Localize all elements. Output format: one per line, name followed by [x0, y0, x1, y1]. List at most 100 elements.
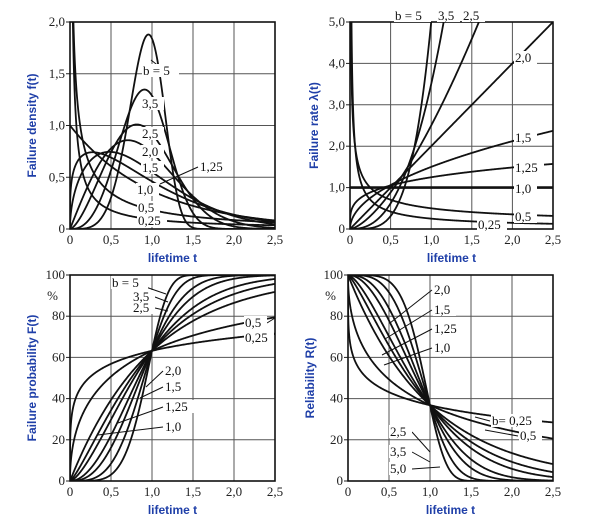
label-background: [132, 290, 155, 303]
y-tick-label: 40: [52, 391, 65, 406]
y-tick-label: 100: [46, 267, 66, 282]
label-background: [389, 445, 412, 458]
y-tick-label: 80: [52, 308, 65, 323]
x-tick-label: 0,5: [103, 232, 119, 247]
y-tick-label: 0: [339, 221, 346, 236]
x-tick-label: 0,5: [382, 232, 398, 247]
y-tick-label: 20: [52, 432, 65, 447]
label-leader-line: [154, 296, 169, 303]
x-tick-label: 1,5: [464, 232, 480, 247]
label-background: [141, 97, 164, 110]
curve-label: 0,5: [245, 315, 261, 330]
label-background: [136, 183, 159, 196]
curve-label: 0,5: [138, 200, 154, 215]
curve-label: b = 5: [143, 63, 170, 78]
x-axis-label: lifetime t: [427, 251, 476, 265]
x-tick-label: 2,5: [267, 232, 283, 247]
curve-label: 0,25: [245, 330, 268, 345]
curve-b-3_5: [70, 275, 275, 481]
x-tick-label: 1,5: [185, 484, 201, 499]
y-tick-label: 0: [337, 473, 344, 488]
x-axis-label: lifetime t: [148, 251, 197, 265]
x-tick-label: 1,0: [423, 232, 439, 247]
curve-label: 2,0: [515, 50, 531, 65]
y-tick-label: 1,0: [329, 180, 345, 195]
curve-label: 2,5: [463, 8, 479, 23]
curve-b-1_5: [350, 129, 553, 229]
x-tick-label: 2,0: [504, 484, 520, 499]
curve-b-5: [348, 275, 553, 481]
label-background: [137, 201, 160, 214]
y-tick-label: 60: [52, 349, 65, 364]
curve-label: 1,25: [434, 321, 457, 336]
label-leader-line: [154, 307, 169, 312]
label-leader-line: [117, 406, 164, 424]
curve-label: 1,5: [142, 160, 158, 175]
label-background: [164, 420, 187, 433]
curve-b-5: [70, 33, 275, 229]
curve-label: 2,5: [133, 300, 149, 315]
label-background: [164, 380, 187, 393]
y-axis-label: Failure probability F(t): [25, 315, 39, 442]
x-tick-label: 2,5: [545, 232, 561, 247]
label-background: [433, 303, 456, 316]
curve-b-0_5: [70, 316, 275, 481]
chart-panel-3: 0 0,5 1,0 1,5 2,0 2,5020406080100%0,250,51,01…: [25, 267, 283, 517]
label-background: [389, 462, 412, 475]
curve-label: 1,5: [165, 379, 181, 394]
label-background: [164, 364, 187, 377]
curve-b-0_5: [350, 22, 553, 217]
y-tick-label: 20: [330, 432, 343, 447]
y-unit-label: %: [47, 288, 58, 303]
x-tick-label: 0,5: [103, 484, 119, 499]
x-tick-label: 0,5: [381, 484, 397, 499]
y-axis-label: Failure rate λ(t): [307, 82, 321, 169]
x-tick-label: 1,5: [185, 232, 201, 247]
label-leader-line: [383, 347, 433, 366]
label-background: [111, 276, 148, 289]
x-axis-label: lifetime t: [426, 503, 475, 517]
curve-b-2: [70, 139, 275, 229]
y-tick-label: 2,0: [329, 138, 345, 153]
x-tick-label: 2,0: [226, 484, 242, 499]
label-leader-line: [411, 431, 431, 453]
y-tick-label: 4,0: [329, 55, 345, 70]
label-background: [199, 160, 229, 173]
y-tick-label: 40: [330, 391, 343, 406]
curve-label: 2,0: [434, 282, 450, 297]
curve-label: b = 5: [395, 8, 422, 23]
label-background: [141, 145, 164, 158]
curve-b-1_25: [348, 275, 553, 474]
label-background: [519, 429, 542, 442]
curve-b-0_25: [70, 332, 275, 470]
label-leader-line: [145, 370, 164, 388]
label-leader-line: [381, 328, 433, 356]
curve-b-0_5: [348, 275, 553, 440]
x-tick-label: 1,0: [144, 232, 160, 247]
label-background: [514, 182, 537, 195]
y-tick-label: 80: [330, 308, 343, 323]
curve-b-1: [70, 291, 275, 481]
curve-b-2: [70, 275, 275, 481]
curve-label: 1,5: [434, 302, 450, 317]
label-background: [164, 400, 194, 413]
label-leader-line: [411, 466, 441, 470]
y-tick-label: 100: [324, 267, 344, 282]
label-background: [132, 301, 155, 314]
y-tick-label: 0,5: [49, 169, 65, 184]
label-background: [137, 214, 167, 227]
curve-b-1_5: [70, 278, 275, 481]
curve-b-3_5: [350, 22, 445, 229]
label-background: [514, 131, 537, 144]
curve-b-1_5: [70, 150, 275, 229]
x-tick-label: 0: [347, 232, 354, 247]
label-leader-line: [266, 317, 276, 324]
curve-b-2: [348, 275, 553, 481]
label-background: [142, 64, 179, 77]
y-tick-label: 5,0: [329, 14, 345, 29]
curve-label: 1,0: [515, 181, 531, 196]
label-background: [514, 51, 537, 64]
y-tick-label: 1,5: [49, 66, 65, 81]
label-background: [462, 9, 485, 22]
